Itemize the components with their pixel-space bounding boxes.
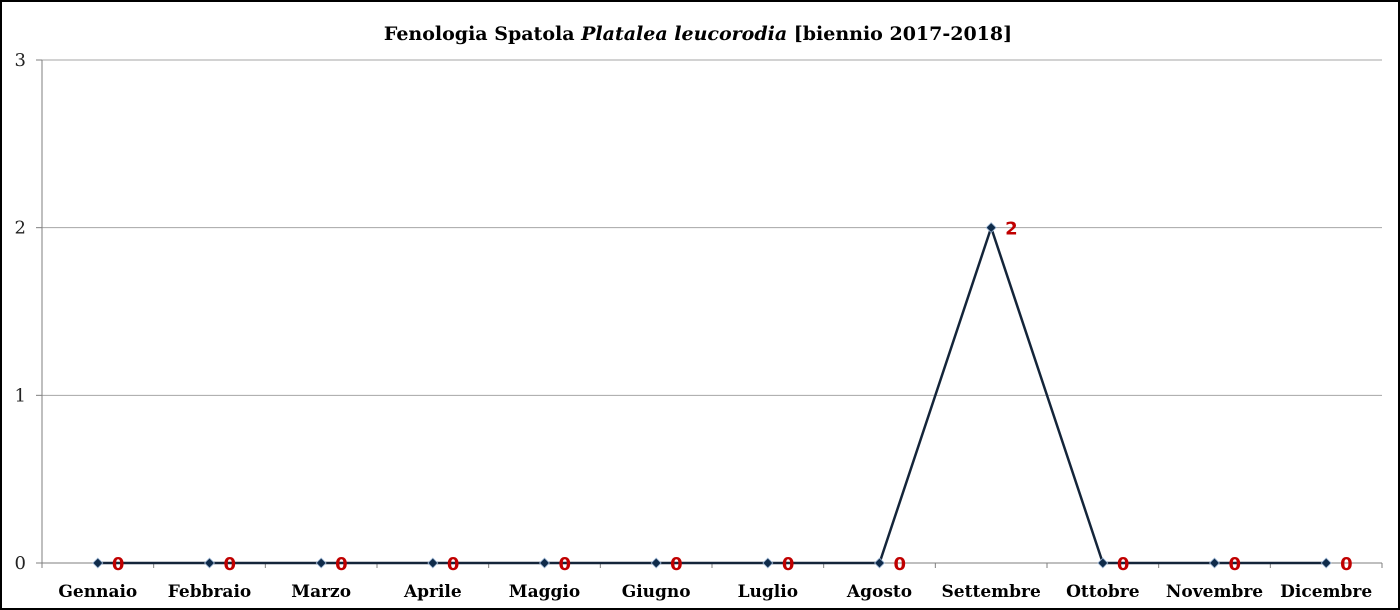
y-tick-label: 0	[15, 553, 26, 574]
chart-title-suffix: [biennio 2017-2018]	[787, 23, 1012, 45]
data-point	[538, 557, 551, 569]
y-tick-label: 1	[15, 385, 26, 406]
data-point	[762, 557, 774, 569]
chart-title-species: Platalea leucorodia	[580, 23, 787, 45]
data-label: 2	[1005, 219, 1018, 240]
x-tick-label: Settembre	[942, 582, 1041, 602]
data-label: 0	[670, 554, 683, 575]
axes	[36, 59, 1383, 568]
x-tick-label: Maggio	[509, 582, 580, 602]
y-tick-label: 3	[15, 50, 26, 71]
data-label: 0	[1117, 554, 1130, 575]
data-label: 0	[1340, 554, 1353, 575]
data-label: 0	[1229, 554, 1242, 575]
data-label: 0	[335, 554, 348, 575]
data-label: 0	[894, 554, 907, 575]
series	[92, 222, 1332, 569]
chart-title: Fenologia Spatola Platalea leucorodia [b…	[384, 23, 1012, 45]
x-tick-label: Giugno	[622, 582, 691, 602]
data-point	[427, 557, 439, 569]
chart-title-prefix: Fenologia Spatola	[384, 23, 581, 45]
data-point	[1208, 557, 1221, 569]
data-label: 0	[112, 554, 125, 575]
gridlines	[42, 59, 1382, 396]
x-tick-label: Dicembre	[1280, 582, 1372, 602]
x-tick-label: Ottobre	[1066, 582, 1140, 602]
x-tick-label: Gennaio	[58, 582, 137, 602]
data-point	[92, 557, 104, 569]
data-label: 0	[782, 554, 795, 575]
x-tick-label: Luglio	[738, 582, 798, 602]
data-point	[873, 557, 886, 569]
x-tick-label: Aprile	[403, 582, 462, 602]
x-tick-label: Febbraio	[168, 582, 252, 602]
data-labels: 0 0 0 0 0 0 0 0 2 0 0 0	[112, 219, 1353, 575]
data-point	[203, 557, 216, 569]
y-tick-label: 2	[15, 218, 26, 239]
series-line	[97, 223, 1327, 565]
data-point	[315, 557, 327, 569]
data-point	[650, 557, 662, 569]
x-axis-ticks: Gennaio Febbraio Marzo Aprile Maggio Giugno Lu…	[58, 582, 1372, 602]
data-point	[985, 222, 997, 234]
data-label: 0	[224, 554, 237, 575]
data-label: 0	[559, 554, 572, 575]
y-axis-ticks: 0 1 2 3	[15, 50, 26, 574]
data-point	[1097, 557, 1109, 569]
data-point	[1320, 557, 1332, 569]
x-tick-label: Agosto	[846, 582, 912, 602]
x-tick-label: Marzo	[291, 582, 351, 602]
data-label: 0	[447, 554, 460, 575]
x-tick-label: Novembre	[1166, 582, 1263, 602]
